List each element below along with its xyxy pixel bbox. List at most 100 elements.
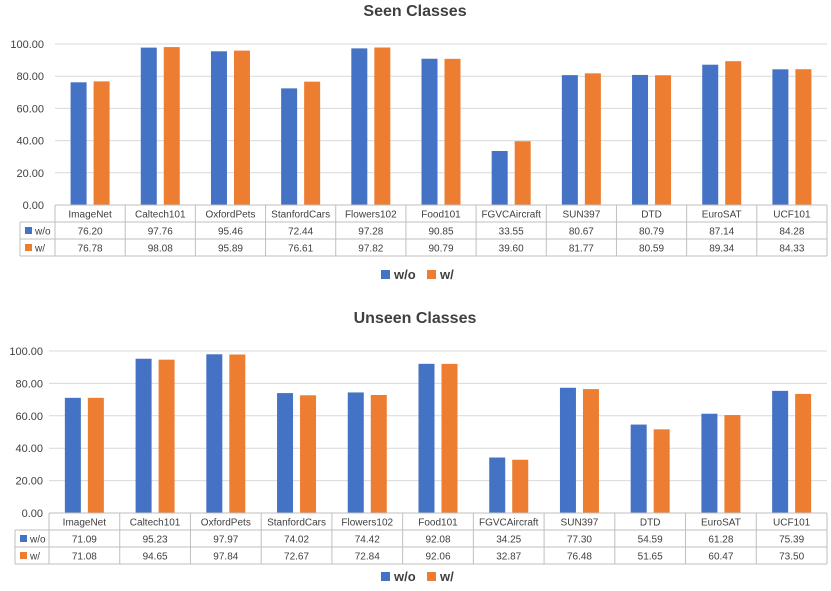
bar-without <box>418 363 435 513</box>
data-label: 97.76 <box>148 227 173 238</box>
data-label: 74.02 <box>284 535 309 546</box>
y-tick-label: 40.00 <box>15 443 43 455</box>
bar-with <box>655 75 672 206</box>
x-tick-label: SUN397 <box>562 210 600 221</box>
legend-label: w/o <box>393 267 416 282</box>
x-tick-label: OxfordPets <box>205 210 255 221</box>
x-tick-label: StanfordCars <box>271 210 330 221</box>
x-tick-label: ImageNet <box>63 518 107 529</box>
bar-without <box>347 392 364 513</box>
bar-with <box>582 389 599 513</box>
data-label: 80.79 <box>639 227 664 238</box>
data-label: 76.61 <box>288 244 313 255</box>
data-label: 71.09 <box>72 535 97 546</box>
table-legend-key <box>20 535 27 542</box>
data-label: 95.46 <box>218 227 243 238</box>
bar-with <box>795 69 812 205</box>
data-label: 94.65 <box>143 552 168 563</box>
bar-with <box>444 58 461 206</box>
bar-without <box>561 75 578 205</box>
bar-with <box>93 81 110 205</box>
data-label: 97.82 <box>358 244 383 255</box>
bar-with <box>370 394 387 513</box>
data-label: 92.08 <box>425 535 450 546</box>
bar-without <box>281 88 298 205</box>
data-label: 54.59 <box>638 535 663 546</box>
y-tick-label: 100.00 <box>10 39 44 51</box>
y-tick-label: 20.00 <box>15 476 43 488</box>
x-tick-label: Food101 <box>418 518 458 529</box>
table-legend-key <box>25 244 32 251</box>
table-row-header: w/ <box>34 244 45 255</box>
bar-without <box>210 51 227 205</box>
data-label: 72.84 <box>355 552 380 563</box>
bar-without <box>559 387 576 513</box>
bar-without <box>70 82 87 205</box>
bar-with <box>374 47 391 206</box>
table-row-header: w/o <box>34 227 51 238</box>
bar-without <box>421 58 438 205</box>
chart-title: Seen Classes <box>363 3 466 20</box>
legend-label: w/ <box>439 569 454 584</box>
x-tick-label: Caltech101 <box>135 210 186 221</box>
x-tick-label: UCF101 <box>773 210 811 221</box>
y-tick-label: 60.00 <box>16 103 44 115</box>
table-row-header: w/o <box>29 535 46 546</box>
data-label: 90.79 <box>428 244 453 255</box>
data-label: 95.89 <box>218 244 243 255</box>
bar-with <box>158 359 175 513</box>
data-label: 97.28 <box>358 227 383 238</box>
data-label: 89.34 <box>709 244 734 255</box>
bar-without <box>630 424 647 513</box>
bar-with <box>304 81 321 205</box>
x-tick-label: StanfordCars <box>267 518 326 529</box>
data-label: 34.25 <box>496 535 521 546</box>
table-row-header: w/ <box>29 552 40 563</box>
bar-with <box>441 363 458 513</box>
bar-without <box>632 74 649 205</box>
legend-label: w/ <box>439 267 454 282</box>
x-tick-label: UCF101 <box>773 518 811 529</box>
y-tick-label: 60.00 <box>15 411 43 423</box>
y-tick-label: 100.00 <box>9 346 43 358</box>
data-label: 61.28 <box>708 535 733 546</box>
unseen-classes-chart: Unseen Classes 0.00 20.00 40.00 60.00 80.00 10… <box>9 310 828 584</box>
bar-with <box>512 459 529 513</box>
seen-classes-chart: Seen Classes 0.00 20.00 40.00 60.00 80.00 100.… <box>10 3 828 282</box>
data-label: 80.59 <box>639 244 664 255</box>
bar-without <box>772 69 789 205</box>
legend-swatch <box>381 270 390 279</box>
y-tick-label: 80.00 <box>15 378 43 390</box>
x-tick-label: Flowers102 <box>345 210 397 221</box>
data-label: 76.48 <box>567 552 592 563</box>
data-label: 97.97 <box>213 535 238 546</box>
x-tick-label: SUN397 <box>561 518 599 529</box>
bar-with <box>163 47 180 205</box>
data-label: 32.87 <box>496 552 521 563</box>
data-label: 90.85 <box>428 227 453 238</box>
data-label: 72.67 <box>284 552 309 563</box>
bar-without <box>140 47 157 205</box>
bar-with <box>233 50 250 206</box>
y-tick-label: 40.00 <box>16 136 44 148</box>
legend-swatch <box>381 572 390 581</box>
data-label: 95.23 <box>143 535 168 546</box>
x-tick-label: OxfordPets <box>201 518 251 529</box>
bar-with <box>87 397 104 513</box>
data-label: 76.78 <box>78 244 103 255</box>
data-label: 72.44 <box>288 227 313 238</box>
bar-with <box>300 395 317 513</box>
data-label: 75.39 <box>779 535 804 546</box>
x-tick-label: Caltech101 <box>130 518 181 529</box>
legend-swatch <box>427 572 436 581</box>
bar-without <box>351 48 368 206</box>
bar-with <box>725 61 742 206</box>
y-tick-label: 20.00 <box>16 168 44 180</box>
bar-with <box>514 141 531 205</box>
x-tick-label: Flowers102 <box>341 518 393 529</box>
data-label: 80.67 <box>569 227 594 238</box>
x-tick-label: EuroSAT <box>702 210 742 221</box>
data-label: 81.77 <box>569 244 594 255</box>
bar-with <box>229 354 246 513</box>
